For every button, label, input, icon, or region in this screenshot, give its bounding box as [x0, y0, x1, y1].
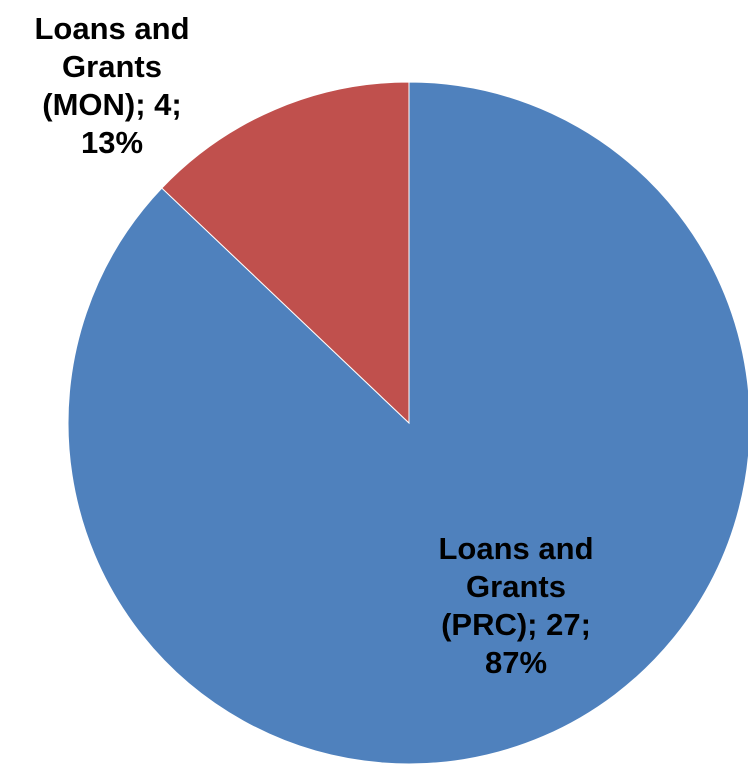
label-line: Loans and [438, 531, 594, 566]
data-label-mon: Loans and Grants (MON); 4; 13% [0, 10, 224, 162]
pie-slice-prc [67, 81, 748, 765]
label-line: (MON); 4; [42, 87, 182, 122]
label-line: Grants [62, 49, 162, 84]
label-line: Grants [466, 569, 566, 604]
pie-slice-mon [161, 81, 410, 425]
label-line: 87% [484, 645, 548, 680]
data-label-prc: Loans and Grants (PRC); 27; 87% [400, 530, 632, 682]
label-line: Loans and [34, 11, 190, 46]
label-line: (PRC); 27; [441, 607, 591, 642]
label-line: 13% [80, 125, 144, 160]
